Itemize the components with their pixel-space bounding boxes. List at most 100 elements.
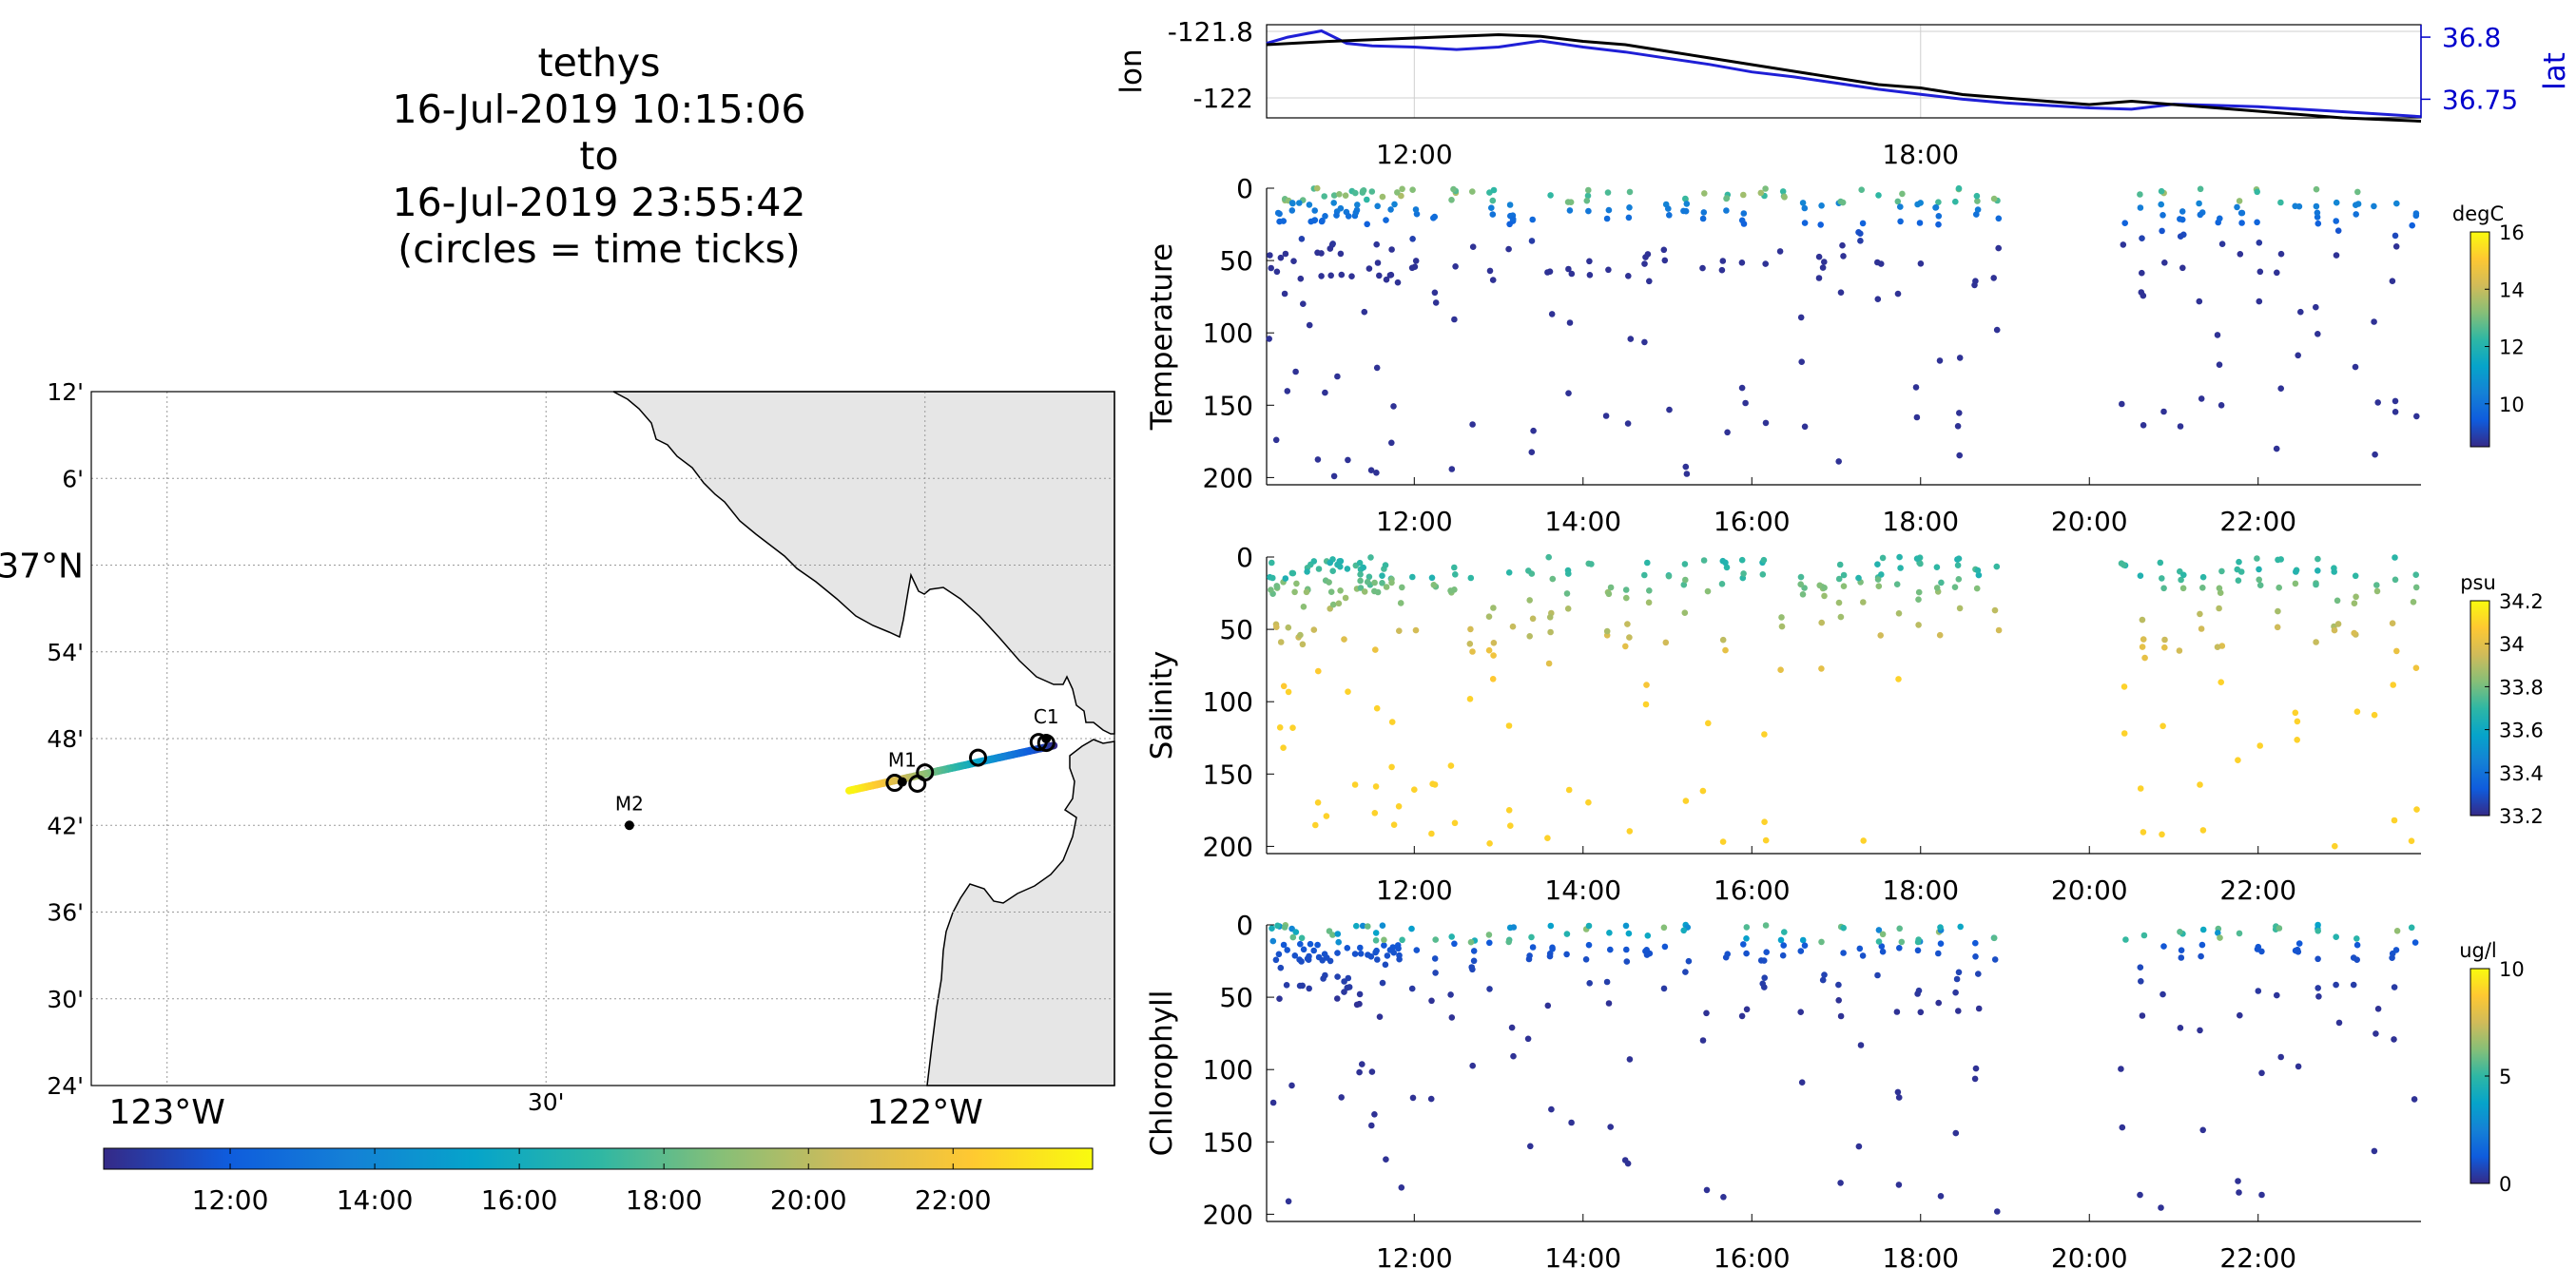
scatter-point xyxy=(1430,582,1438,588)
scatter-point xyxy=(2315,985,2321,991)
scatter-point xyxy=(1376,272,1383,279)
scatter-point xyxy=(1897,565,1904,571)
scatter-point xyxy=(1896,925,1903,932)
title-line-start: 16-Jul-2019 10:15:06 xyxy=(392,87,806,132)
scatter-point xyxy=(2256,582,2264,588)
scatter-point xyxy=(1719,258,1727,264)
scatter-point xyxy=(1298,958,1305,965)
scatter-point xyxy=(2314,209,2321,217)
scatter-point xyxy=(1953,975,1961,983)
scatter-point xyxy=(2295,940,2303,947)
scatter-point xyxy=(1627,336,1635,342)
scatter-point xyxy=(1275,951,1283,958)
y-tick-label: 50 xyxy=(1219,614,1253,645)
scatter-point xyxy=(1603,978,1611,986)
lon-axis-label: lon xyxy=(1114,48,1149,93)
scatter-point xyxy=(1957,923,1964,931)
scatter-point xyxy=(1327,957,1334,965)
scatter-point xyxy=(1626,188,1634,196)
scatter-point xyxy=(2294,737,2300,743)
scatter-point xyxy=(1544,835,1551,841)
scatter-point xyxy=(1586,980,1593,987)
scatter-point xyxy=(2140,932,2148,939)
y-axis-label: Salinity xyxy=(1145,651,1179,760)
scatter-point xyxy=(1300,946,1307,953)
scatter-point xyxy=(1914,938,1922,946)
scatter-point xyxy=(1685,957,1693,965)
scatter-point xyxy=(1742,399,1749,407)
scatter-point xyxy=(1821,971,1828,978)
scatter-point xyxy=(1837,1012,1845,1020)
scatter-point xyxy=(1586,272,1594,279)
scatter-point xyxy=(1357,571,1364,578)
scatter-point xyxy=(1466,641,1474,647)
scatter-point xyxy=(1524,1035,1532,1043)
scatter-point xyxy=(1345,688,1351,695)
scatter-point xyxy=(2179,208,2186,215)
scatter-point xyxy=(1280,744,1287,751)
scatter-point xyxy=(2216,605,2222,612)
scatter-point xyxy=(2412,584,2420,591)
scatter-point xyxy=(1801,220,1809,226)
scatter-point xyxy=(2137,964,2144,971)
scatter-point xyxy=(1386,947,1394,953)
scatter-point xyxy=(2293,568,2299,575)
scatter-point xyxy=(1935,999,1942,1007)
x-tick-label: 14:00 xyxy=(1544,1242,1621,1274)
scatter-point xyxy=(1412,626,1420,634)
lat-series-line xyxy=(1266,29,2422,119)
scatter-point xyxy=(1368,188,1376,195)
scatter-point xyxy=(1859,952,1867,959)
scatter-point xyxy=(1280,941,1288,949)
scatter-point xyxy=(1644,559,1651,567)
scatter-point xyxy=(1898,938,1906,946)
lon-axis-ticks: -121.8 -122 xyxy=(1168,16,1253,114)
time-colorbar-ticks: 12:00 14:00 16:00 18:00 20:00 22:00 xyxy=(192,1148,992,1216)
scatter-point xyxy=(1359,187,1366,195)
scatter-point xyxy=(1412,206,1420,213)
scatter-point xyxy=(1310,947,1317,954)
scatter-point xyxy=(1740,941,1747,948)
scatter-point xyxy=(1913,413,1921,421)
scatter-point xyxy=(2393,647,2400,655)
scatter-point xyxy=(1816,582,1823,589)
scatter-point xyxy=(1525,567,1532,574)
scatter-point xyxy=(2353,708,2361,715)
scatter-point xyxy=(1530,427,1537,434)
scatter-point xyxy=(1272,956,1280,964)
scatter-point xyxy=(1357,951,1365,957)
scatter-point xyxy=(1914,990,1921,997)
scatter-point xyxy=(2120,241,2127,248)
scatter-point xyxy=(1399,185,1405,193)
scatter-point xyxy=(1364,578,1371,586)
map-lon-tick-label: 30' xyxy=(528,1088,565,1116)
scatter-point xyxy=(1641,338,1648,346)
station-label: C1 xyxy=(1034,705,1059,728)
scatter-point xyxy=(1563,590,1571,597)
scatter-point xyxy=(2392,409,2399,415)
scatter-point xyxy=(2333,981,2339,989)
scatter-point xyxy=(1797,948,1805,954)
scatter-point xyxy=(1300,604,1307,610)
scatter-point xyxy=(1877,260,1885,267)
scatter-point xyxy=(2197,1027,2203,1034)
scatter-point xyxy=(1281,924,1288,931)
scatter-point xyxy=(2218,402,2225,409)
scatter-points xyxy=(1266,184,2420,480)
scatter-point xyxy=(2140,422,2147,429)
time-colorbar-tick-label: 16:00 xyxy=(481,1184,558,1216)
scatter-point xyxy=(1395,945,1402,952)
scatter-point xyxy=(1345,213,1352,220)
scatter-point xyxy=(1835,997,1842,1004)
scatter-point xyxy=(1759,571,1767,578)
scatter-point xyxy=(1321,951,1328,957)
scatter-point xyxy=(1315,667,1322,675)
scatter-point xyxy=(1430,215,1437,221)
scatter-point xyxy=(1956,452,1963,459)
scatter-point xyxy=(1360,564,1366,571)
lonlat-frame xyxy=(1266,24,2422,119)
scatter-point xyxy=(1361,588,1368,595)
scatter-point xyxy=(2159,831,2165,838)
scatter-point xyxy=(1382,562,1389,568)
scatter-point xyxy=(1644,932,1652,939)
